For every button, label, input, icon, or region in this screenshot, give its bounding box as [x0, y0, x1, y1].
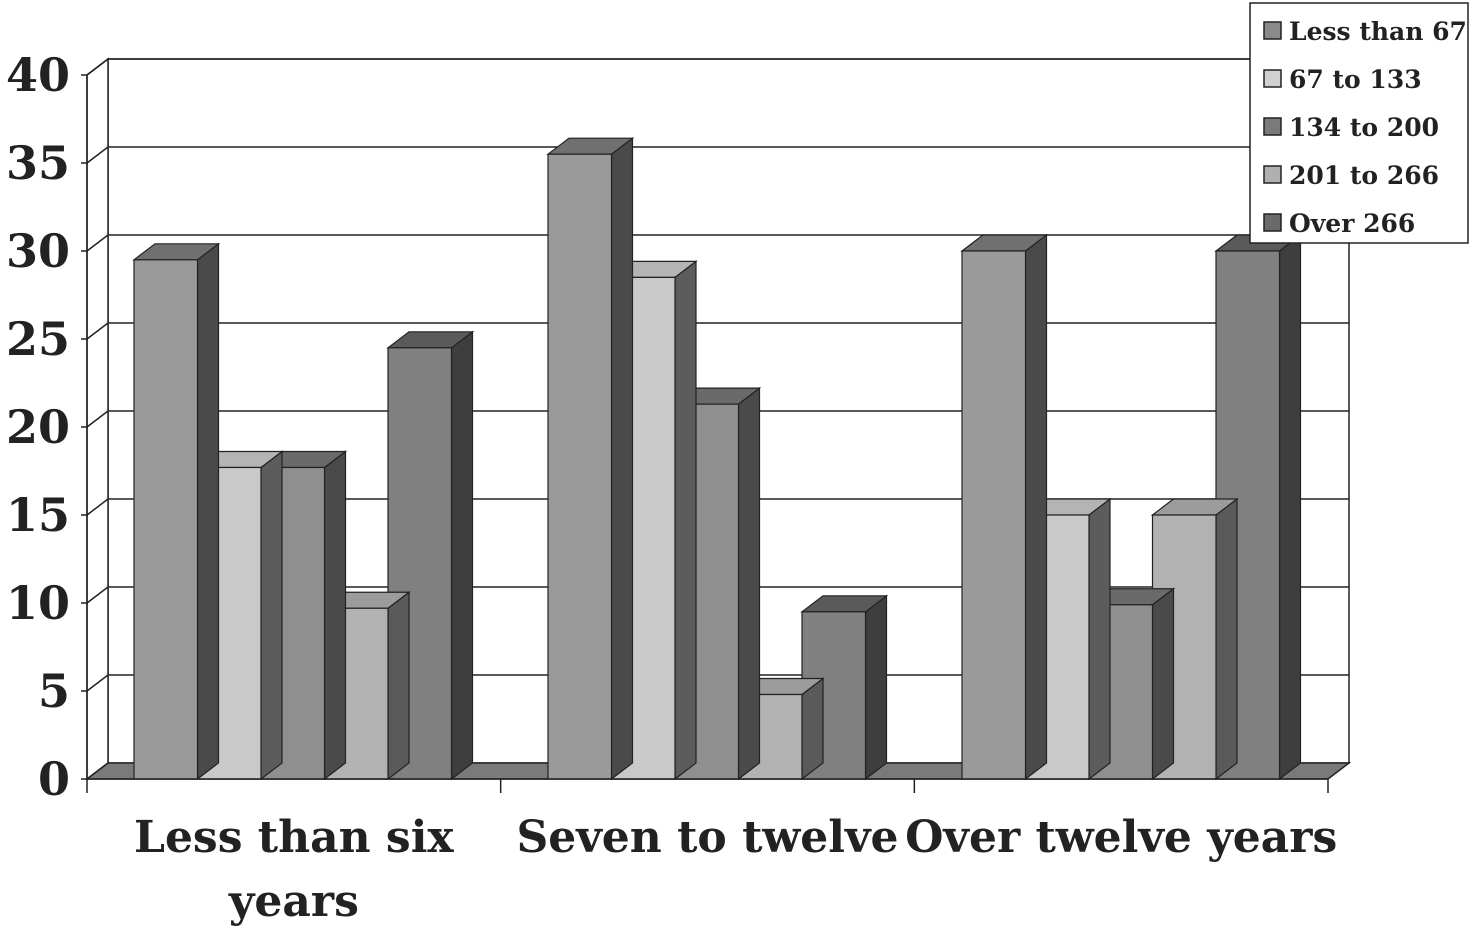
y-tick-label: 10: [6, 576, 70, 630]
bar-side: [260, 450, 283, 781]
gridline-side: [86, 498, 109, 516]
bar-side: [1278, 233, 1302, 781]
y-tick-label: 0: [38, 752, 70, 806]
y-tick-label: 25: [6, 312, 70, 366]
bar: [386, 330, 475, 781]
gridline-side: [86, 322, 109, 340]
y-tick-label: 40: [6, 48, 70, 102]
bar-side: [1215, 497, 1238, 781]
bar-front: [547, 153, 613, 780]
bar-side: [387, 591, 410, 781]
gridline-side: [86, 410, 109, 428]
bar-front: [133, 259, 199, 780]
bar-side: [610, 136, 634, 781]
y-tick-label: 20: [6, 400, 70, 454]
gridline-side: [86, 674, 109, 692]
legend-label: 134 to 200: [1289, 113, 1439, 142]
legend-swatch: [1263, 21, 1282, 40]
y-tick-label: 15: [6, 488, 70, 542]
legend-swatch: [1263, 69, 1282, 88]
x-tick-label: years: [228, 876, 359, 927]
bar-side: [674, 260, 697, 781]
bar-side: [1024, 233, 1048, 781]
bar-side: [1088, 497, 1111, 781]
legend-label: Less than 67: [1289, 17, 1467, 46]
legend-label: 201 to 266: [1289, 161, 1439, 190]
x-tick-label: Over twelve years: [905, 812, 1337, 863]
axis-layer: 0 5 10 15 20 25 30 35 40 Less than six years Seven …: [6, 48, 1337, 927]
legend-swatch: [1263, 117, 1282, 136]
bar-front: [961, 250, 1027, 780]
bar: [546, 136, 635, 781]
bar: [132, 242, 221, 781]
bar-side: [196, 242, 220, 781]
bar-side: [450, 330, 474, 781]
bar-side: [864, 594, 888, 781]
bar-side: [323, 450, 347, 781]
legend-swatch: [1263, 165, 1282, 184]
legend-swatch: [1263, 213, 1282, 232]
legend-box: [1249, 2, 1469, 244]
gridline-side: [86, 146, 109, 164]
bar: [960, 233, 1049, 781]
gridline-side: [86, 234, 109, 252]
gridline-side: [86, 58, 109, 76]
bar-side: [1151, 587, 1175, 781]
y-tick-label: 5: [38, 664, 70, 718]
legend: Less than 67 67 to 133 134 to 200 201 to 26…: [1249, 2, 1469, 244]
bar-side: [801, 677, 824, 781]
y-tick-label: 35: [6, 136, 70, 190]
bar-side: [737, 386, 761, 781]
y-tick-label: 30: [6, 224, 70, 278]
legend-label: Over 266: [1289, 209, 1415, 238]
bars-layer: [132, 136, 1303, 781]
x-tick-label: Seven to twelve: [516, 812, 898, 863]
legend-label: 67 to 133: [1289, 65, 1422, 94]
x-tick-label: Less than six: [134, 812, 454, 863]
gridline-side: [86, 586, 109, 604]
